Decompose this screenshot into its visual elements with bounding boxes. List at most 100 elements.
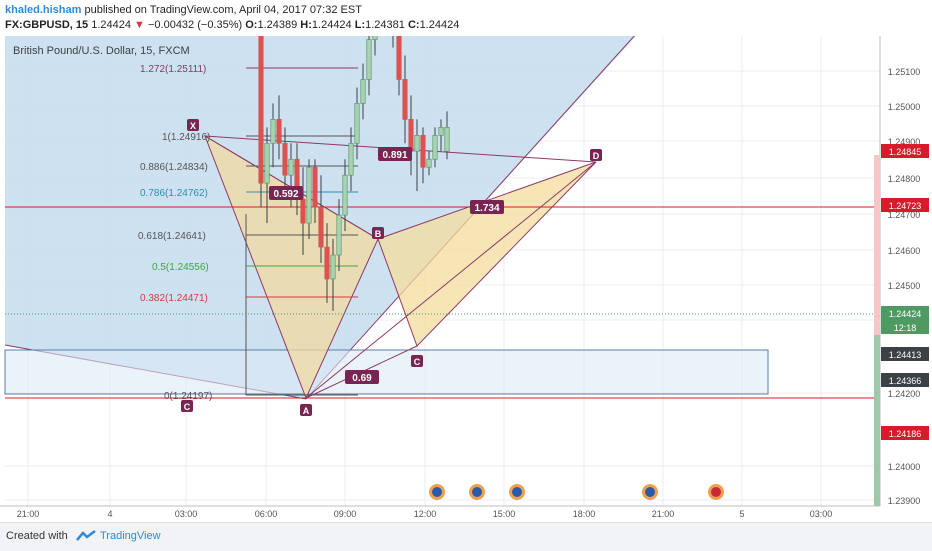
price-tick-label: 1.24900 [888, 137, 921, 147]
time-axis[interactable] [0, 506, 932, 522]
author-link[interactable]: khaled.hisham [5, 4, 82, 16]
fib-level-label: 0(1.24197) [164, 391, 212, 402]
price-tick-label: 1.24700 [888, 210, 921, 220]
candle-body [432, 134, 438, 160]
time-tick-label: 5 [739, 509, 744, 519]
us-flag-icon [432, 487, 442, 497]
economic-events[interactable] [429, 484, 724, 500]
candle-body [282, 142, 288, 176]
time-tick-label: 03:00 [810, 509, 833, 519]
pattern-point-badge [187, 119, 199, 131]
close-value: 1.24424 [419, 19, 460, 31]
low-label: L: [354, 19, 366, 31]
fib-level-label: 1.272(1.25111) [140, 64, 206, 75]
open-label: O: [245, 19, 258, 31]
candle-body [288, 158, 294, 176]
time-tick-label: 21:00 [17, 509, 40, 519]
ratio-label: 0.69 [352, 373, 372, 384]
time-tick-label: 15:00 [493, 509, 516, 519]
ratio-label: 1.734 [474, 203, 499, 214]
time-tick-label: 21:00 [652, 509, 675, 519]
candle-body [336, 214, 342, 256]
chart-header: khaled.hisham published on TradingView.c… [0, 0, 932, 36]
price-tag [881, 198, 929, 212]
price-change: −0.00432 (−0.35%) [147, 19, 243, 31]
ratio-label: 0.891 [382, 150, 407, 161]
candle-body [420, 134, 426, 168]
ratio-badge [345, 370, 379, 384]
candle-body [264, 142, 270, 184]
leg-a-d [305, 161, 597, 399]
candle-body [360, 79, 366, 104]
price-tick-label: 1.25000 [888, 102, 921, 112]
symbol-label[interactable]: FX:GBPUSD, 15 [5, 19, 89, 31]
candle-body [258, 36, 264, 184]
candle-body [372, 36, 378, 40]
candle-body [270, 119, 276, 144]
price-tick-label: 1.24500 [888, 281, 921, 291]
price-tag-label: 1.24186 [889, 429, 922, 439]
price-chart[interactable]: 1.272(1.25111) 1(1.24916) 0.886(1.24834) 0.… [0, 36, 932, 522]
price-tag [881, 320, 929, 334]
candle-body [300, 198, 306, 224]
price-tag-label: 12:18 [894, 323, 917, 333]
price-tag [881, 144, 929, 158]
ratio-label: 0.592 [273, 189, 298, 200]
candle-body [438, 126, 444, 136]
time-tick-label: 03:00 [175, 509, 198, 519]
pattern-point-label: C [414, 357, 421, 367]
candle-body [396, 36, 402, 80]
candle-body [444, 126, 450, 152]
range-box [4, 349, 769, 395]
candle-body [402, 79, 408, 120]
price-tag [881, 426, 929, 440]
candles [258, 36, 450, 311]
ratio-badge [470, 200, 504, 214]
candle-body [354, 103, 360, 144]
candle-body [348, 142, 354, 176]
pattern-points: X A B C D C [181, 119, 602, 416]
candle-body [408, 119, 414, 152]
down-arrow-icon: ▼ [134, 19, 145, 31]
price-tick-label: 1.23900 [888, 496, 921, 506]
fib-level-label: 0.618(1.24641) [138, 231, 206, 242]
pattern-point-badge [372, 227, 384, 239]
candle-body [342, 174, 348, 216]
candle-body [366, 39, 372, 80]
price-tag-label: 1.24424 [889, 309, 922, 319]
uk-flag-icon [711, 487, 721, 497]
low-value: 1.24381 [365, 19, 405, 31]
price-tick-label: 1.24600 [888, 246, 921, 256]
fib-level-label: 0.5(1.24556) [152, 262, 209, 273]
fib-level-label: 0.382(1.24471) [140, 293, 208, 304]
price-tag-label: 1.24413 [889, 350, 922, 360]
candle-body [426, 158, 432, 168]
price-tag [881, 347, 929, 361]
publish-line: khaled.hisham published on TradingView.c… [5, 4, 362, 16]
open-value: 1.24389 [257, 19, 298, 31]
price-tag-label: 1.24366 [889, 376, 922, 386]
tradingview-brand-link[interactable]: TradingView [100, 530, 161, 542]
fib-level-label: 1(1.24916) [162, 132, 210, 143]
price-tags: 1.24845 1.24723 1.24424 12:18 1.24413 1.24366… [881, 144, 929, 440]
high-label: H: [300, 19, 312, 31]
price-tag-label: 1.24723 [889, 201, 922, 211]
ratio-labels: 0.891 0.592 1.734 0.69 [269, 147, 504, 384]
fib-level-label: 0.786(1.24762) [140, 188, 208, 199]
pattern-point-badge [590, 149, 602, 161]
candle-body [312, 166, 318, 208]
candle-body [306, 166, 312, 224]
price-tag-label: 1.24845 [889, 147, 922, 157]
pattern-point-label: C [184, 402, 191, 412]
candle-body [414, 134, 420, 152]
pattern-point-label: D [593, 151, 600, 161]
chart-title: British Pound/U.S. Dollar, 15, FXCM [13, 45, 190, 57]
last-price: 1.24424 [91, 19, 131, 31]
candle-body [330, 254, 336, 280]
range-bar-green [874, 335, 880, 506]
us-flag-icon [472, 487, 482, 497]
price-tag [881, 306, 929, 320]
high-value: 1.24424 [311, 19, 352, 31]
range-bar-red [874, 155, 880, 335]
price-tick-label: 1.24000 [888, 462, 921, 472]
